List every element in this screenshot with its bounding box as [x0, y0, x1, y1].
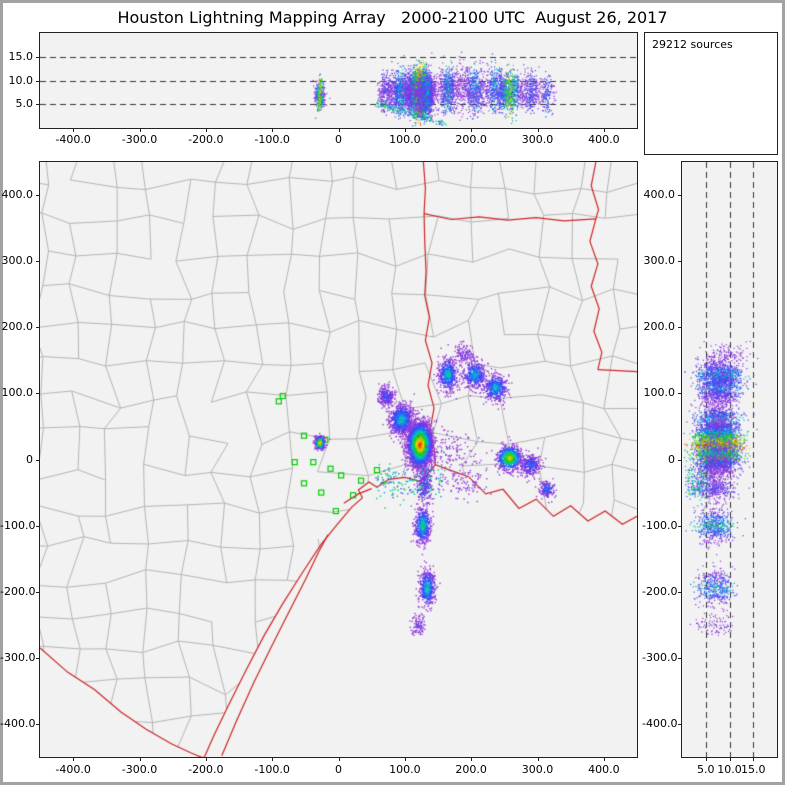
- tick-mark: [705, 758, 707, 761]
- tick-mark: [678, 261, 681, 263]
- tick-mark: [729, 758, 731, 761]
- sources-count: 29212 sources: [652, 38, 733, 51]
- ew-tick-label: 300.0: [521, 763, 554, 776]
- ew-tick-label: -400.0: [55, 763, 91, 776]
- ew-tick-label: 400.0: [588, 763, 620, 776]
- altitude-ns-panel: [681, 161, 778, 758]
- tick-mark: [36, 80, 39, 82]
- tick-mark: [36, 195, 39, 197]
- alt-tick-label: 5.0: [15, 97, 34, 111]
- ns-tick-label: 0: [668, 452, 675, 466]
- tick-mark: [36, 56, 39, 58]
- ns-tick-label: 400.0: [1, 188, 34, 202]
- tick-mark: [678, 327, 681, 329]
- tick-mark: [338, 129, 340, 132]
- ew-tick-label: 0: [335, 763, 342, 776]
- ns-tick-label: 300.0: [1, 254, 34, 268]
- tick-mark: [678, 723, 681, 725]
- ew-tick-label: -300.0: [121, 763, 158, 776]
- altitude-ew-canvas: [40, 33, 637, 128]
- tick-mark: [139, 758, 141, 761]
- ns-tick-label: 0: [26, 452, 33, 466]
- tick-mark: [753, 758, 755, 761]
- ew-tick-label: -400.0: [55, 133, 91, 146]
- tick-mark: [603, 758, 605, 761]
- altitude-ns-canvas: [682, 162, 777, 757]
- ew-tick-label: -100.0: [254, 133, 290, 146]
- altitude-ew-panel: [39, 32, 638, 129]
- ns-tick-label: -400.0: [0, 716, 36, 730]
- ew-tick-label: 400.0: [588, 133, 620, 146]
- tick-mark: [36, 723, 39, 725]
- alt-tick-label: 5.0: [697, 763, 715, 776]
- ns-tick-label: 200.0: [643, 320, 676, 334]
- ns-tick-label: -100.0: [642, 518, 678, 532]
- plan-view-canvas: [40, 162, 637, 757]
- tick-mark: [73, 129, 75, 132]
- ns-tick-label: -300.0: [0, 650, 36, 664]
- tick-mark: [36, 591, 39, 593]
- plan-view-panel: [39, 161, 638, 758]
- ew-tick-label: 200.0: [455, 133, 487, 146]
- tick-mark: [404, 758, 406, 761]
- tick-mark: [36, 459, 39, 461]
- tick-mark: [678, 525, 681, 527]
- tick-mark: [678, 459, 681, 461]
- ns-tick-label: 100.0: [1, 386, 34, 400]
- tick-mark: [36, 104, 39, 106]
- tick-mark: [36, 327, 39, 329]
- tick-mark: [36, 657, 39, 659]
- ns-tick-label: -400.0: [642, 716, 678, 730]
- ew-tick-label: -200.0: [188, 133, 224, 146]
- ns-tick-label: 100.0: [643, 386, 676, 400]
- tick-mark: [678, 393, 681, 395]
- ns-tick-label: 300.0: [643, 254, 676, 268]
- ew-tick-label: 200.0: [455, 763, 487, 776]
- tick-mark: [205, 758, 207, 761]
- tick-mark: [139, 129, 141, 132]
- figure-title: Houston Lightning Mapping Array 2000-210…: [117, 8, 668, 27]
- ns-tick-label: -200.0: [0, 584, 36, 598]
- ns-tick-label: -300.0: [642, 650, 678, 664]
- tick-mark: [36, 261, 39, 263]
- ns-tick-label: 200.0: [1, 320, 34, 334]
- ew-tick-label: 100.0: [389, 763, 421, 776]
- tick-mark: [338, 758, 340, 761]
- tick-mark: [678, 195, 681, 197]
- alt-tick-label: 15.0: [8, 49, 34, 63]
- tick-mark: [36, 393, 39, 395]
- tick-mark: [603, 129, 605, 132]
- tick-mark: [537, 758, 539, 761]
- alt-tick-label: 10.0: [717, 763, 742, 776]
- tick-mark: [36, 525, 39, 527]
- tick-mark: [205, 129, 207, 132]
- alt-tick-label: 10.0: [8, 73, 34, 87]
- ew-tick-label: 0: [335, 133, 342, 146]
- tick-mark: [537, 129, 539, 132]
- tick-mark: [272, 758, 274, 761]
- ew-tick-label: -200.0: [188, 763, 224, 776]
- ew-tick-label: 300.0: [521, 133, 554, 146]
- tick-mark: [73, 758, 75, 761]
- tick-mark: [404, 129, 406, 132]
- tick-mark: [678, 591, 681, 593]
- tick-mark: [471, 758, 473, 761]
- ew-tick-label: -300.0: [121, 133, 158, 146]
- tick-mark: [272, 129, 274, 132]
- ew-tick-label: 100.0: [389, 133, 421, 146]
- sources-panel: 29212 sources: [644, 32, 778, 155]
- ns-tick-label: 400.0: [643, 188, 676, 202]
- tick-mark: [678, 657, 681, 659]
- ew-tick-label: -100.0: [254, 763, 290, 776]
- ns-tick-label: -100.0: [0, 518, 36, 532]
- ns-tick-label: -200.0: [642, 584, 678, 598]
- alt-tick-label: 15.0: [741, 763, 766, 776]
- tick-mark: [471, 129, 473, 132]
